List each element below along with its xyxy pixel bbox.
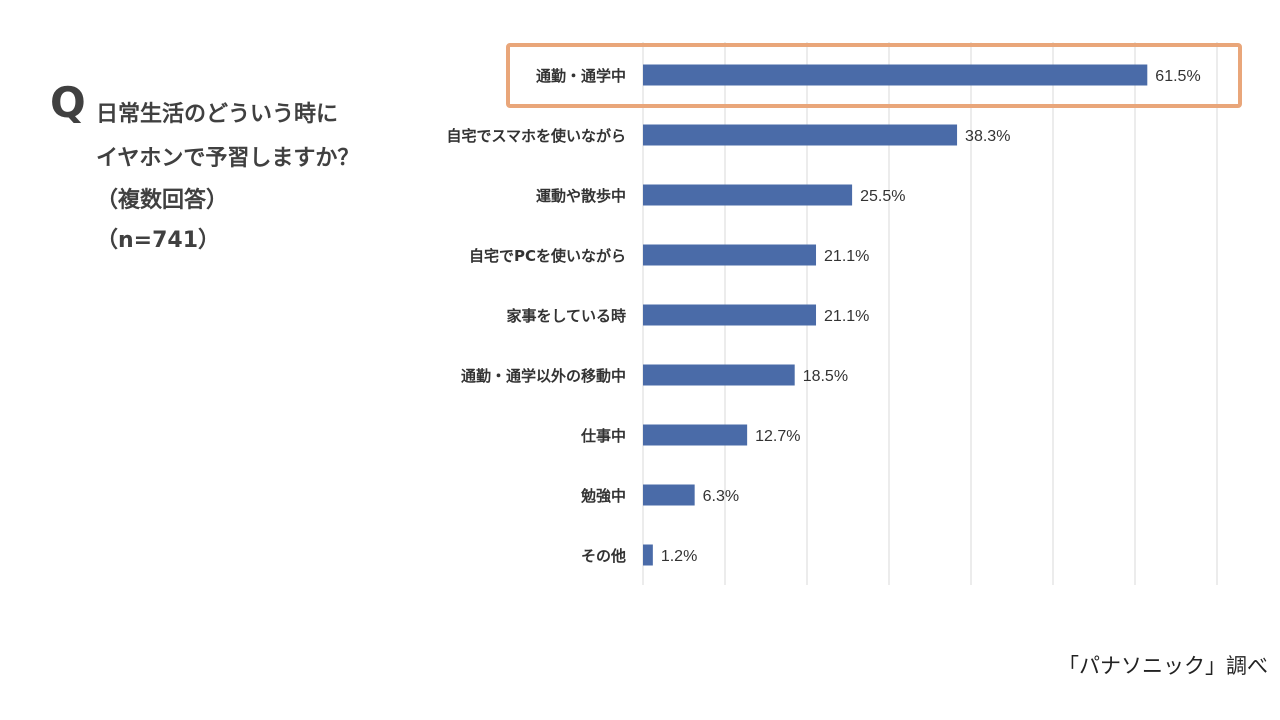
data-label: 21.1% [824, 308, 869, 325]
bar [643, 304, 817, 326]
q-mark: Q [50, 78, 86, 127]
bar [643, 184, 853, 206]
data-label: 6.3% [703, 488, 739, 505]
bar [643, 244, 817, 266]
source-note: 「パナソニック」調べ [1058, 654, 1268, 678]
highlight-frame [506, 43, 1242, 108]
category-label: 自宅でPCを使いながら [469, 247, 626, 265]
data-label: 25.5% [860, 188, 905, 205]
question-line-4: （n=741） [96, 228, 221, 253]
bar [643, 64, 1148, 86]
category-label: その他 [581, 547, 626, 565]
data-label: 1.2% [661, 548, 697, 565]
data-label: 12.7% [755, 428, 800, 445]
bar [643, 484, 695, 506]
data-label: 61.5% [1155, 68, 1200, 85]
bar [643, 424, 748, 446]
category-label: 家事をしている時 [506, 307, 626, 325]
bar [643, 124, 958, 146]
bar [643, 364, 795, 386]
category-label: 通勤・通学中 [536, 67, 626, 85]
question-line-3: （複数回答） [96, 188, 229, 213]
category-label: 運動や散歩中 [536, 187, 626, 205]
category-label: 勉強中 [580, 487, 626, 505]
question-line-2: イヤホンで予習しますか？ [96, 146, 360, 171]
question-line-1: 日常生活のどういう時に [96, 102, 339, 127]
category-label: 通勤・通学以外の移動中 [461, 367, 626, 385]
category-label: 自宅でスマホを使いながら [446, 127, 626, 145]
data-label: 21.1% [824, 248, 869, 265]
data-label: 38.3% [965, 128, 1010, 145]
data-label: 18.5% [803, 368, 848, 385]
category-label: 仕事中 [580, 427, 626, 445]
bar [643, 544, 653, 566]
